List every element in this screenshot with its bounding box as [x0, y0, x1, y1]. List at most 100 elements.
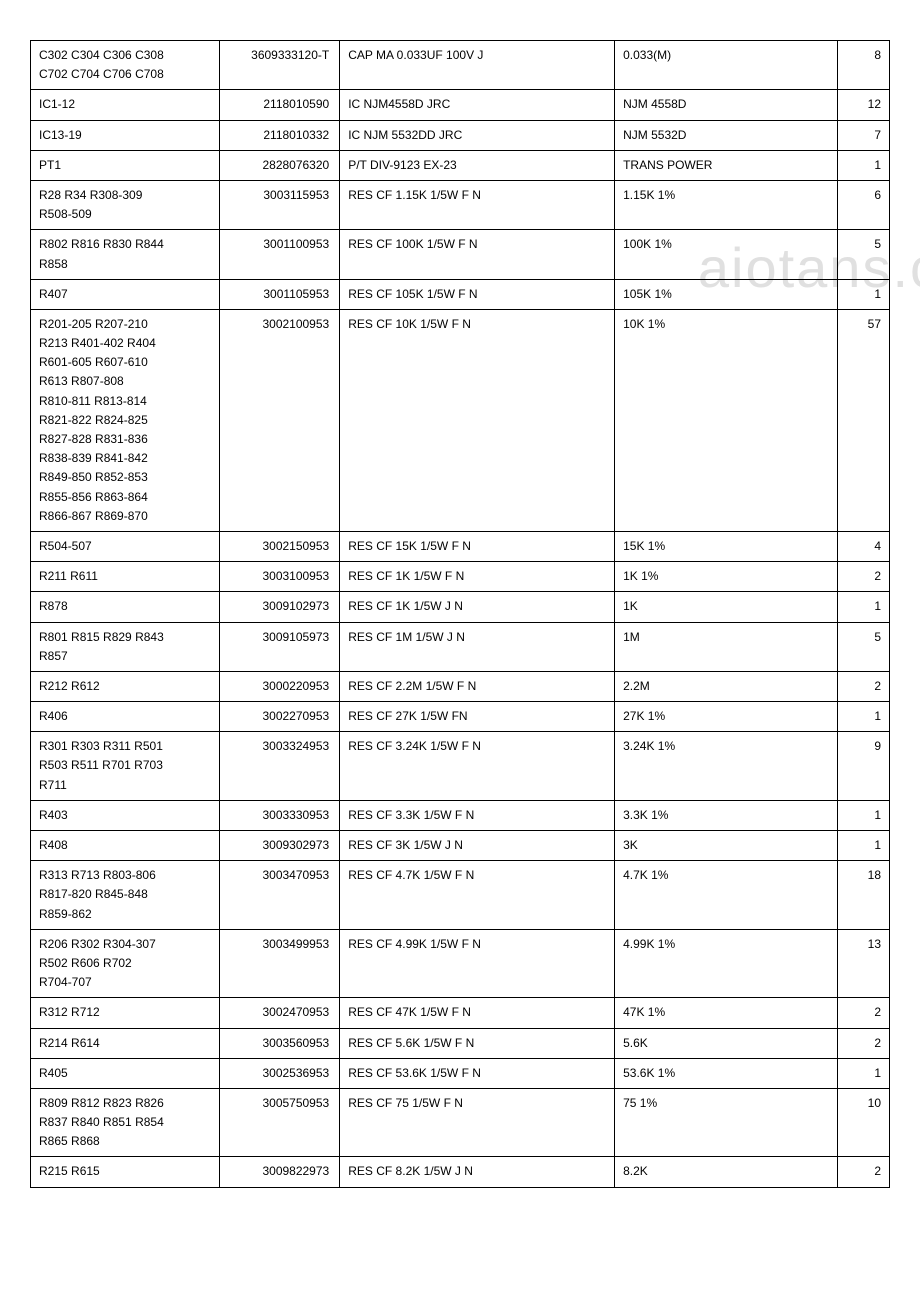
cell-description: IC NJM 5532DD JRC	[340, 120, 615, 150]
cell-spec: TRANS POWER	[615, 150, 838, 180]
cell-spec: 1M	[615, 622, 838, 671]
table-row: R212 R6123000220953RES CF 2.2M 1/5W F N2…	[31, 671, 890, 701]
cell-part-number: 3001100953	[219, 230, 339, 279]
cell-quantity: 8	[838, 41, 890, 90]
cell-quantity: 57	[838, 309, 890, 531]
cell-quantity: 10	[838, 1088, 890, 1157]
cell-quantity: 4	[838, 531, 890, 561]
cell-part-number: 3002100953	[219, 309, 339, 531]
cell-spec: 15K 1%	[615, 531, 838, 561]
cell-description: P/T DIV-9123 EX-23	[340, 150, 615, 180]
cell-reference: PT1	[31, 150, 220, 180]
cell-reference: R212 R612	[31, 671, 220, 701]
parts-table: C302 C304 C306 C308C702 C704 C706 C70836…	[30, 40, 890, 1188]
cell-part-number: 3009105973	[219, 622, 339, 671]
cell-description: RES CF 27K 1/5W FN	[340, 702, 615, 732]
cell-quantity: 5	[838, 622, 890, 671]
cell-spec: 47K 1%	[615, 998, 838, 1028]
cell-description: RES CF 1.15K 1/5W F N	[340, 180, 615, 229]
cell-spec: NJM 4558D	[615, 90, 838, 120]
table-row: R313 R713 R803-806R817-820 R845-848R859-…	[31, 861, 890, 930]
table-row: R28 R34 R308-309R508-5093003115953RES CF…	[31, 180, 890, 229]
cell-quantity: 1	[838, 1058, 890, 1088]
table-row: R4073001105953RES CF 105K 1/5W F N105K 1…	[31, 279, 890, 309]
cell-description: RES CF 5.6K 1/5W F N	[340, 1028, 615, 1058]
cell-spec: 53.6K 1%	[615, 1058, 838, 1088]
cell-description: RES CF 10K 1/5W F N	[340, 309, 615, 531]
cell-quantity: 1	[838, 800, 890, 830]
table-row: R214 R6143003560953RES CF 5.6K 1/5W F N5…	[31, 1028, 890, 1058]
table-row: R4033003330953RES CF 3.3K 1/5W F N3.3K 1…	[31, 800, 890, 830]
cell-reference: R406	[31, 702, 220, 732]
table-row: PT12828076320P/T DIV-9123 EX-23TRANS POW…	[31, 150, 890, 180]
cell-spec: 2.2M	[615, 671, 838, 701]
cell-reference: IC1-12	[31, 90, 220, 120]
cell-spec: 1.15K 1%	[615, 180, 838, 229]
cell-part-number: 3003499953	[219, 929, 339, 998]
cell-reference: R407	[31, 279, 220, 309]
cell-description: RES CF 105K 1/5W F N	[340, 279, 615, 309]
cell-description: RES CF 1M 1/5W J N	[340, 622, 615, 671]
cell-description: RES CF 53.6K 1/5W F N	[340, 1058, 615, 1088]
cell-spec: 3.3K 1%	[615, 800, 838, 830]
cell-reference: R313 R713 R803-806R817-820 R845-848R859-…	[31, 861, 220, 930]
table-row: R8783009102973RES CF 1K 1/5W J N1K1	[31, 592, 890, 622]
cell-quantity: 13	[838, 929, 890, 998]
table-row: R206 R302 R304-307R502 R606 R702R704-707…	[31, 929, 890, 998]
cell-description: RES CF 75 1/5W F N	[340, 1088, 615, 1157]
cell-part-number: 3000220953	[219, 671, 339, 701]
cell-part-number: 3003324953	[219, 732, 339, 801]
cell-quantity: 2	[838, 562, 890, 592]
cell-quantity: 2	[838, 671, 890, 701]
table-row: C302 C304 C306 C308C702 C704 C706 C70836…	[31, 41, 890, 90]
cell-spec: 0.033(M)	[615, 41, 838, 90]
cell-reference: R301 R303 R311 R501R503 R511 R701 R703R7…	[31, 732, 220, 801]
cell-part-number: 3002536953	[219, 1058, 339, 1088]
table-row: R312 R7123002470953RES CF 47K 1/5W F N47…	[31, 998, 890, 1028]
cell-part-number: 3003115953	[219, 180, 339, 229]
cell-part-number: 3009302973	[219, 831, 339, 861]
cell-spec: 10K 1%	[615, 309, 838, 531]
table-row: R4083009302973RES CF 3K 1/5W J N3K1	[31, 831, 890, 861]
table-row: R201-205 R207-210R213 R401-402 R404R601-…	[31, 309, 890, 531]
cell-quantity: 12	[838, 90, 890, 120]
cell-part-number: 3002150953	[219, 531, 339, 561]
table-row: R215 R6153009822973RES CF 8.2K 1/5W J N8…	[31, 1157, 890, 1187]
cell-reference: R206 R302 R304-307R502 R606 R702R704-707	[31, 929, 220, 998]
table-row: R802 R816 R830 R844R8583001100953RES CF …	[31, 230, 890, 279]
cell-part-number: 3009102973	[219, 592, 339, 622]
cell-quantity: 1	[838, 150, 890, 180]
table-row: R301 R303 R311 R501R503 R511 R701 R703R7…	[31, 732, 890, 801]
cell-reference: R201-205 R207-210R213 R401-402 R404R601-…	[31, 309, 220, 531]
cell-spec: 27K 1%	[615, 702, 838, 732]
cell-description: RES CF 4.7K 1/5W F N	[340, 861, 615, 930]
cell-description: RES CF 3.24K 1/5W F N	[340, 732, 615, 801]
cell-description: CAP MA 0.033UF 100V J	[340, 41, 615, 90]
cell-part-number: 3001105953	[219, 279, 339, 309]
cell-part-number: 3009822973	[219, 1157, 339, 1187]
cell-spec: 105K 1%	[615, 279, 838, 309]
cell-description: RES CF 15K 1/5W F N	[340, 531, 615, 561]
cell-reference: R878	[31, 592, 220, 622]
cell-part-number: 3003470953	[219, 861, 339, 930]
cell-spec: 1K	[615, 592, 838, 622]
cell-description: RES CF 47K 1/5W F N	[340, 998, 615, 1028]
table-row: R801 R815 R829 R843R8573009105973RES CF …	[31, 622, 890, 671]
cell-part-number: 3005750953	[219, 1088, 339, 1157]
cell-spec: 100K 1%	[615, 230, 838, 279]
cell-spec: 5.6K	[615, 1028, 838, 1058]
cell-spec: 3K	[615, 831, 838, 861]
cell-quantity: 5	[838, 230, 890, 279]
parts-table-container: C302 C304 C306 C308C702 C704 C706 C70836…	[30, 40, 890, 1188]
cell-spec: 8.2K	[615, 1157, 838, 1187]
table-row: R4063002270953RES CF 27K 1/5W FN27K 1%1	[31, 702, 890, 732]
cell-quantity: 1	[838, 592, 890, 622]
cell-description: RES CF 4.99K 1/5W F N	[340, 929, 615, 998]
cell-part-number: 3002270953	[219, 702, 339, 732]
table-row: R4053002536953RES CF 53.6K 1/5W F N53.6K…	[31, 1058, 890, 1088]
cell-reference: R214 R614	[31, 1028, 220, 1058]
cell-reference: R408	[31, 831, 220, 861]
cell-description: RES CF 3K 1/5W J N	[340, 831, 615, 861]
cell-part-number: 2118010332	[219, 120, 339, 150]
cell-description: RES CF 2.2M 1/5W F N	[340, 671, 615, 701]
